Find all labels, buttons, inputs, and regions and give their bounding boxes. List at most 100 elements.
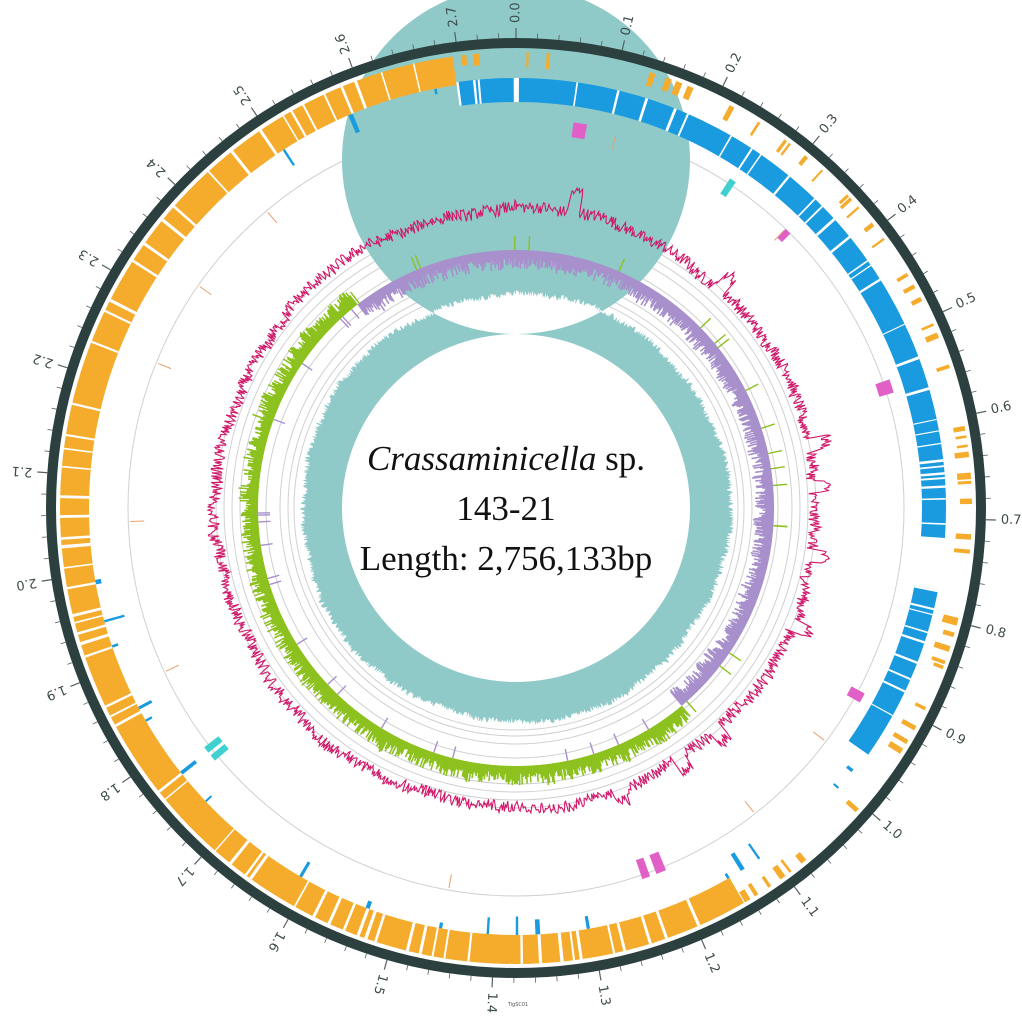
reverse-cds [138, 700, 153, 710]
gc-skew-positive [265, 606, 279, 613]
tick-label-0-6: 0.6 [989, 399, 1012, 418]
gc-skew-positive [654, 724, 664, 737]
position-tick-labels: 0.00.10.20.30.40.50.60.70.80.91.01.11.21… [11, 2, 1021, 1013]
gc-skew-negative [758, 494, 774, 497]
gc-skew-negative [753, 464, 771, 469]
gc-skew-positive [301, 665, 313, 675]
forward-cds [942, 629, 955, 638]
gc-skew-positive [296, 656, 306, 664]
gc-skew-positive [259, 434, 269, 438]
gc-skew-positive [655, 724, 668, 742]
gc-skew-positive [257, 420, 272, 427]
gc-skew-positive [314, 680, 326, 692]
gc-skew-negative [761, 476, 773, 479]
gc-skew-positive [361, 718, 369, 729]
gc-skew-negative [757, 554, 770, 559]
gc-skew-positive [261, 425, 271, 431]
gc-skew-positive [505, 765, 508, 783]
gc-skew-negative [705, 663, 717, 673]
gc-skew-positive [309, 327, 323, 339]
cds-gap [557, 932, 564, 962]
gc-skew-negative [553, 253, 558, 268]
gc-skew-negative [452, 257, 459, 276]
gc-skew-negative [412, 270, 421, 287]
gc-skew-negative [411, 271, 420, 287]
gc-skew-negative [470, 253, 474, 264]
gc-skew-negative [552, 252, 556, 264]
gc-skew-positive [644, 730, 654, 746]
gc-skew-positive [673, 711, 684, 723]
gc-skew-negative [401, 276, 410, 290]
forward-cds [839, 197, 853, 210]
gc-skew-negative [676, 686, 689, 701]
gc-skew-positive [507, 765, 510, 785]
gc-skew-positive [256, 583, 270, 589]
gc-skew-negative [708, 651, 724, 664]
gc-skew-negative [744, 593, 758, 600]
gc-skew-positive [549, 763, 554, 783]
gc-skew-positive [326, 692, 337, 703]
gc-skew-negative [669, 689, 684, 706]
gc-skew-positive [265, 617, 283, 627]
gc-skew-negative [759, 480, 773, 484]
gc-skew-negative [617, 273, 626, 289]
reverse-cds [846, 765, 854, 773]
gc-skew-negative [528, 250, 531, 267]
gc-skew-negative [578, 258, 584, 273]
cds-gap [105, 693, 133, 708]
gc-skew-negative [382, 286, 392, 301]
gc-skew-negative [607, 267, 612, 275]
gc-skew-spike [260, 543, 273, 547]
cds-gap [830, 235, 851, 253]
gc-skew-positive [318, 317, 331, 330]
tick-label-2-4: 2.4 [144, 155, 169, 180]
gc-skew-positive [338, 303, 348, 314]
gc-skew-positive [326, 693, 339, 706]
minor-tick [272, 99, 276, 105]
gc-skew-positive [312, 678, 324, 689]
gc-skew-positive [442, 756, 447, 769]
gc-skew-negative [608, 269, 618, 288]
minor-tick [975, 604, 981, 607]
gc-skew-negative [745, 600, 756, 606]
gc-skew-negative [622, 276, 631, 290]
gc-skew-negative [738, 409, 755, 417]
cds-gap [904, 624, 928, 634]
gc-skew-positive [483, 764, 487, 780]
gc-skew-positive [572, 759, 578, 776]
gc-skew-positive [247, 463, 262, 468]
gc-skew-positive [632, 737, 640, 751]
gc-skew-negative [716, 640, 732, 651]
gc-skew-negative [485, 251, 488, 263]
gc-skew-positive [264, 591, 273, 596]
gc-skew-positive [296, 664, 312, 677]
forward-cds [936, 364, 950, 373]
gc-skew-negative [732, 397, 750, 407]
gc-skew-positive [500, 765, 503, 779]
gc-skew-negative [762, 470, 772, 474]
gc-skew-positive [266, 407, 277, 413]
gc-skew-positive [576, 758, 581, 771]
gc-skew-positive [498, 765, 501, 774]
minor-tick [433, 40, 436, 46]
gc-skew-positive [246, 489, 259, 492]
gc-skew-spike [641, 718, 650, 730]
gc-skew-positive [553, 763, 557, 773]
gc-skew-positive [635, 735, 643, 747]
gc-skew-negative [361, 300, 372, 313]
gc-skew-negative [738, 412, 757, 421]
gc-skew-negative [371, 293, 381, 307]
gc-skew-positive [614, 745, 622, 759]
gc-skew-positive [246, 559, 264, 564]
gc-skew-positive [267, 622, 286, 633]
gc-skew-positive [243, 472, 261, 477]
gc-skew-positive [252, 561, 264, 566]
gc-skew-positive [315, 320, 329, 332]
gc-skew-negative [632, 281, 642, 295]
gc-skew-positive [254, 569, 266, 574]
gc-skew-negative [430, 264, 436, 277]
minor-tick [965, 645, 971, 649]
gc-skew-positive [250, 450, 264, 455]
gc-skew-positive [314, 325, 326, 336]
gc-skew-positive [656, 723, 666, 736]
